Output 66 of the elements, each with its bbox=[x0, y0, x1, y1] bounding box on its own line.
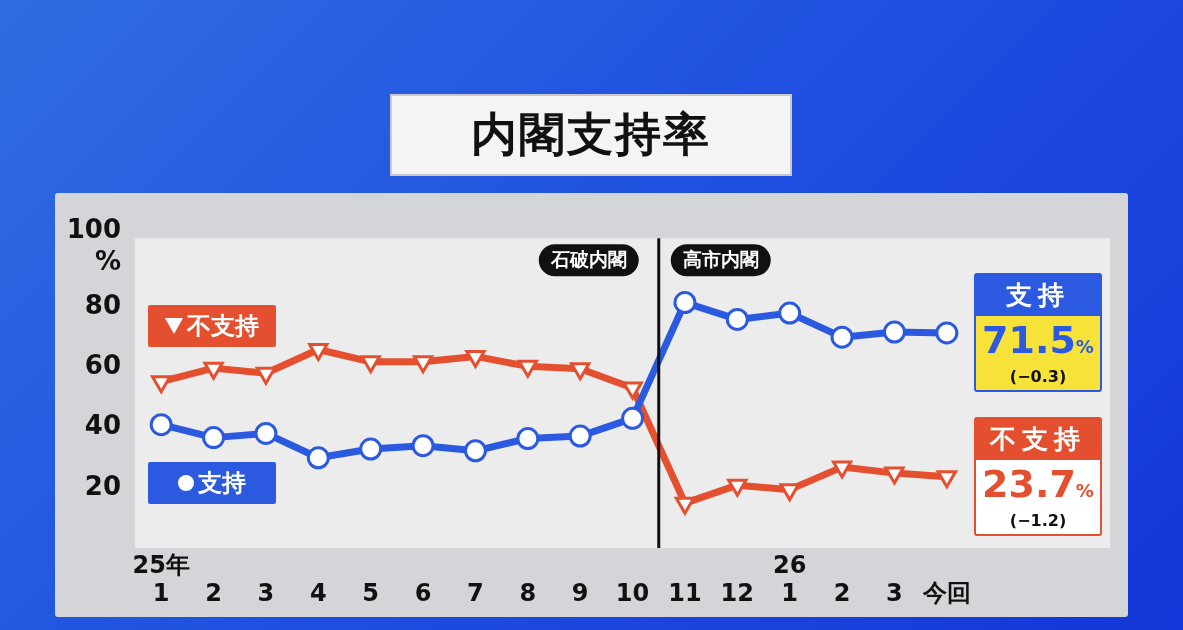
point bbox=[725, 307, 749, 331]
point bbox=[463, 439, 487, 463]
x-tick-label: 8 bbox=[519, 579, 537, 608]
point bbox=[568, 424, 592, 448]
point bbox=[202, 426, 226, 450]
y-tick-label: 20 bbox=[84, 470, 121, 501]
text: (−1.2) bbox=[1008, 511, 1068, 533]
legend-label: 不支持 bbox=[187, 310, 259, 342]
x-tick-label: 2 bbox=[833, 579, 851, 608]
x-tick-label: 9 bbox=[571, 579, 589, 608]
annotation: 高市内閣 bbox=[682, 248, 759, 271]
x-tick-label: 3 bbox=[886, 579, 903, 608]
x-tick-label: 12 bbox=[720, 579, 755, 608]
point bbox=[621, 406, 645, 430]
point bbox=[516, 427, 540, 451]
legend-tag: 不支持 bbox=[148, 304, 276, 347]
point bbox=[149, 413, 173, 437]
point bbox=[254, 421, 278, 445]
x-tick-label: 4 bbox=[309, 579, 327, 608]
y-tick-label: 80 bbox=[84, 290, 121, 321]
chart-title: 内閣支持率 bbox=[390, 94, 792, 176]
x-tick-label: 10 bbox=[615, 579, 650, 608]
point bbox=[359, 437, 383, 461]
point bbox=[935, 321, 959, 345]
point bbox=[306, 446, 330, 470]
y-tick-label: 60 bbox=[84, 350, 121, 381]
point bbox=[831, 460, 853, 479]
point bbox=[882, 320, 906, 344]
text: 不支持 bbox=[990, 424, 1086, 455]
x-tick-label: 26 1 bbox=[772, 550, 807, 608]
legend-tag: 支持 bbox=[148, 461, 276, 504]
point bbox=[203, 361, 224, 380]
text: (−0.3) bbox=[1008, 367, 1068, 389]
text: 支持 bbox=[1006, 280, 1070, 311]
point bbox=[778, 301, 802, 325]
y-tick-label: 100 % bbox=[66, 214, 121, 276]
point bbox=[517, 359, 538, 378]
point bbox=[570, 362, 591, 381]
point bbox=[255, 366, 277, 385]
x-tick-label: 2 bbox=[205, 579, 222, 608]
y-tick-label: 40 bbox=[84, 410, 121, 441]
point bbox=[622, 381, 643, 400]
point bbox=[151, 375, 172, 394]
point bbox=[673, 291, 697, 315]
point bbox=[936, 470, 957, 489]
point bbox=[465, 349, 486, 368]
point bbox=[674, 496, 696, 515]
point bbox=[830, 325, 854, 349]
x-tick-label: 25年 1 bbox=[132, 550, 190, 608]
x-tick-label: 5 bbox=[362, 579, 380, 608]
point bbox=[884, 466, 905, 485]
annotation: 石破内閣 bbox=[549, 248, 627, 271]
data-label: 71.5% bbox=[981, 317, 1095, 365]
point bbox=[727, 478, 748, 497]
point bbox=[308, 342, 329, 361]
point bbox=[412, 355, 434, 374]
legend-label: 支持 bbox=[198, 467, 246, 499]
point bbox=[360, 355, 381, 374]
x-tick-label: 6 bbox=[414, 579, 432, 608]
x-tick-label: 3 bbox=[257, 579, 275, 608]
x-tick-label: 今回 bbox=[921, 579, 971, 608]
point bbox=[779, 483, 800, 502]
point bbox=[411, 434, 435, 458]
x-tick-label: 7 bbox=[467, 579, 484, 608]
data-label: 23.7% bbox=[981, 461, 1095, 509]
x-tick-label: 11 bbox=[668, 579, 702, 608]
